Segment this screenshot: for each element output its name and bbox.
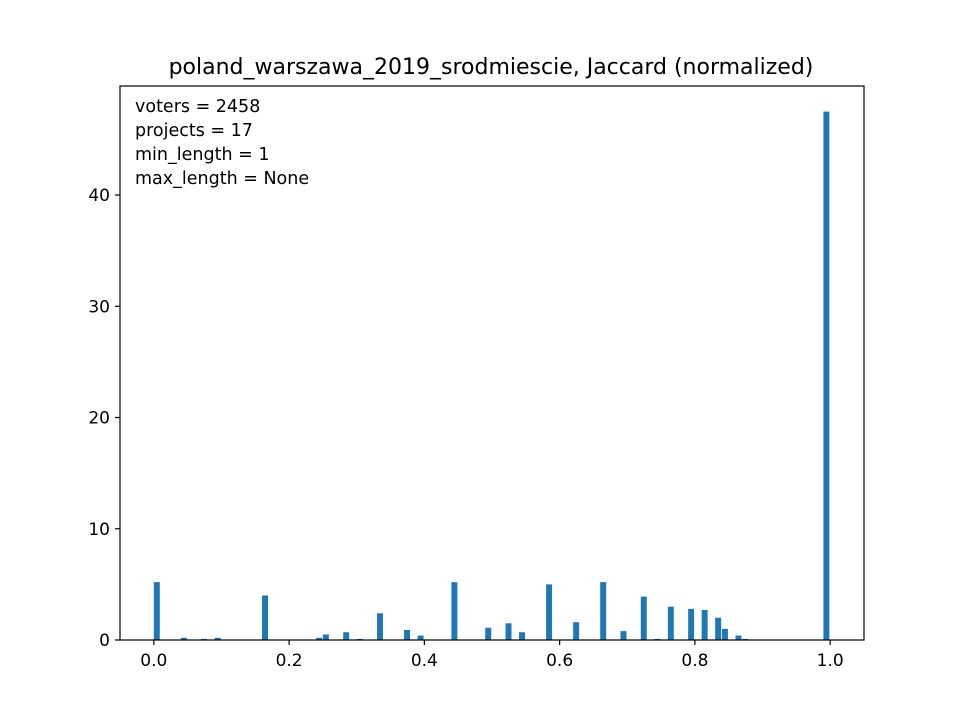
annotation-line: max_length = None [135, 169, 309, 189]
x-tick-label: 0.0 [140, 651, 167, 671]
annotation-line: min_length = 1 [135, 145, 269, 165]
bar [640, 596, 647, 640]
bar [316, 637, 323, 640]
bar [214, 637, 221, 640]
annotation-line: voters = 2458 [135, 97, 260, 117]
bar [377, 613, 383, 640]
x-tick-label: 0.4 [411, 651, 438, 671]
bar [404, 629, 411, 640]
bar [600, 582, 607, 640]
y-tick-label: 0 [99, 631, 110, 651]
stats-annotation: voters = 2458 projects = 17 min_length = 1… [135, 97, 309, 189]
bar [153, 582, 160, 640]
x-tick-label: 1.0 [817, 651, 844, 671]
bar [573, 622, 580, 640]
bar [620, 631, 627, 640]
bar [417, 635, 424, 640]
y-tick-label: 10 [88, 520, 110, 540]
bar [262, 595, 268, 640]
y-tick-label: 40 [88, 186, 110, 206]
x-tick-label: 0.8 [681, 651, 708, 671]
chart-title: poland_warszawa_2019_srodmiescie, Jaccar… [169, 55, 814, 80]
bar [505, 623, 512, 640]
x-tick-label: 0.2 [276, 651, 303, 671]
bar [322, 634, 329, 640]
bar [667, 606, 674, 640]
bar [180, 637, 187, 640]
bar [546, 584, 553, 640]
x-tick-label: 0.6 [546, 651, 573, 671]
bar [451, 582, 458, 640]
bar [735, 635, 742, 640]
bar [823, 111, 830, 641]
bar [701, 609, 708, 640]
annotation-line: projects = 17 [135, 121, 253, 141]
bars-group [153, 111, 830, 641]
y-tick-label: 20 [88, 409, 110, 429]
bar [485, 627, 492, 640]
bar [715, 617, 722, 640]
y-tick-label: 30 [88, 297, 110, 317]
bar [343, 632, 350, 640]
plot-frame [119, 85, 865, 641]
bar [519, 632, 526, 640]
bar [688, 608, 695, 640]
axes-group: 0.0 0.2 0.4 0.6 0.8 1.0 0 10 20 30 40 [88, 186, 843, 671]
bar [721, 628, 728, 640]
